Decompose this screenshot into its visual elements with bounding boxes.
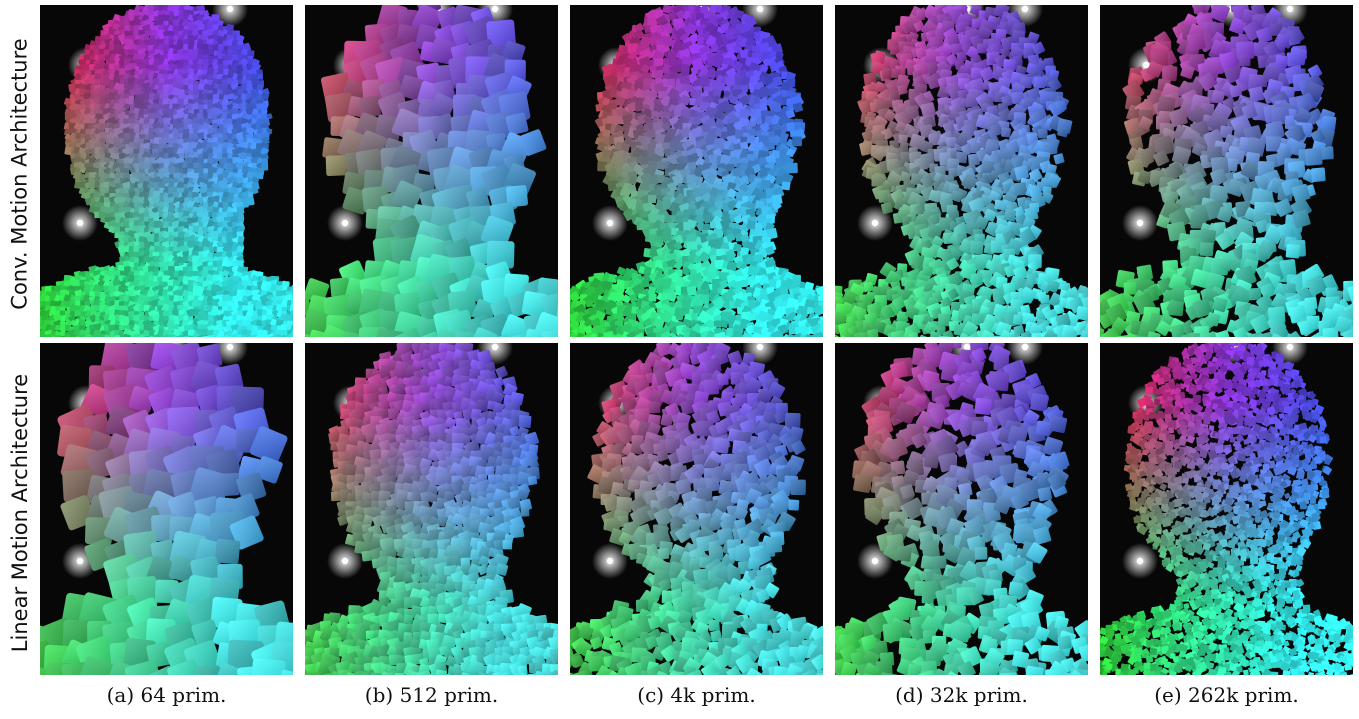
primitive-head [40, 5, 293, 337]
light-point [1286, 343, 1294, 351]
primitive-head [835, 343, 1088, 675]
light-point [1021, 5, 1029, 13]
image-grid [40, 5, 1353, 675]
panel-image [835, 343, 1088, 675]
light-point [226, 343, 234, 351]
panel-linear-512 [305, 343, 558, 675]
panel-conv-64 [40, 5, 293, 337]
primitive-head [1100, 5, 1353, 337]
panel-image [305, 343, 558, 675]
light-point [1136, 557, 1144, 565]
light-point [1286, 5, 1294, 13]
light-point [606, 557, 614, 565]
captions-row: (a) 64 prim. (b) 512 prim. (c) 4k prim. … [40, 678, 1353, 712]
light-point [76, 557, 84, 565]
light-point [491, 343, 499, 351]
light-point [606, 219, 614, 227]
caption-e: (e) 262k prim. [1100, 678, 1353, 712]
light-point [963, 343, 971, 351]
panel-conv-4k [570, 5, 823, 337]
caption-a: (a) 64 prim. [40, 678, 293, 712]
light-point [871, 557, 879, 565]
light-point [226, 5, 234, 13]
panel-image [40, 5, 293, 337]
light-point [341, 557, 349, 565]
caption-d: (d) 32k prim. [835, 678, 1088, 712]
panel-image [305, 5, 558, 337]
row-label-conv-text: Conv. Motion Architecture [8, 38, 32, 309]
panel-image [570, 343, 823, 675]
primitive-head [570, 5, 823, 337]
light-point [1136, 219, 1144, 227]
panel-conv-32k [835, 5, 1088, 337]
panel-conv-262k [1100, 5, 1353, 337]
panel-linear-64 [40, 343, 293, 675]
row-label-conv: Conv. Motion Architecture [0, 10, 40, 338]
primitive-head [305, 5, 558, 337]
light-point [756, 5, 764, 13]
panel-image [570, 5, 823, 337]
light-point [76, 219, 84, 227]
panel-linear-32k [835, 343, 1088, 675]
panel-image [835, 5, 1088, 337]
panel-conv-512 [305, 5, 558, 337]
panel-image [40, 343, 293, 675]
panel-linear-4k [570, 343, 823, 675]
light-point [491, 5, 499, 13]
light-point [1142, 61, 1150, 69]
row-label-linear-text: Linear Motion Architecture [8, 374, 32, 652]
primitive-head [835, 5, 1088, 337]
primitive-head [1100, 343, 1353, 675]
light-glow [1007, 343, 1043, 365]
panel-linear-262k [1100, 343, 1353, 675]
panel-image [1100, 343, 1353, 675]
primitive-head [570, 343, 823, 675]
panel-image [1100, 5, 1353, 337]
light-point [756, 343, 764, 351]
primitive-head [40, 343, 293, 675]
row-label-linear: Linear Motion Architecture [0, 348, 40, 678]
light-point [871, 219, 879, 227]
light-point [341, 219, 349, 227]
light-point [1021, 343, 1029, 351]
primitive-head [305, 343, 558, 675]
caption-c: (c) 4k prim. [570, 678, 823, 712]
caption-b: (b) 512 prim. [305, 678, 558, 712]
